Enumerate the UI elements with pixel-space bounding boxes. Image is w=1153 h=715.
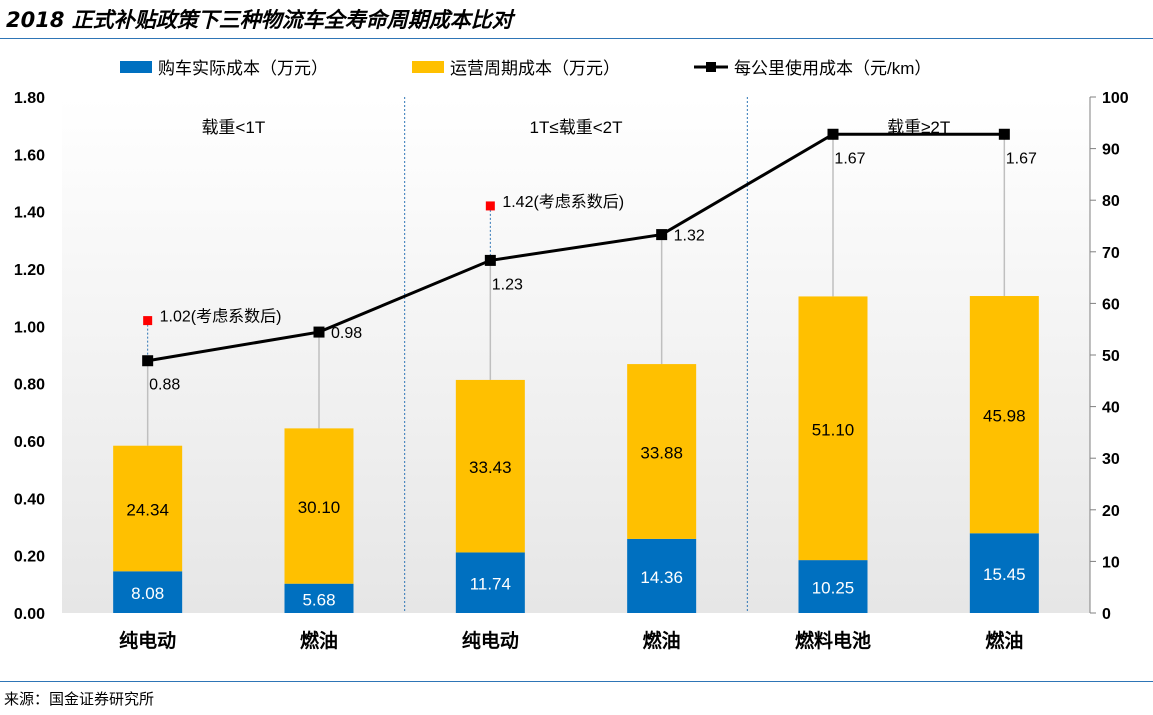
y-right-tick-label: 80 (1102, 193, 1120, 210)
bar-purchase-cost (798, 560, 868, 613)
y-left-tick-label: 0.60 (14, 434, 45, 451)
y-left-tick-label: 1.20 (14, 262, 45, 279)
y-left-tick-label: 0.00 (14, 606, 45, 623)
y-right-tick-label: 70 (1102, 245, 1120, 262)
bar-value-label: 14.36 (640, 568, 683, 587)
x-category-label: 燃料电池 (795, 629, 871, 652)
line-value-label: 1.67 (834, 150, 865, 167)
y-right-tick-label: 0 (1102, 606, 1111, 623)
bar-value-label: 33.43 (469, 458, 512, 477)
line-point-marker (998, 128, 1010, 140)
bar-value-label: 30.10 (298, 498, 341, 517)
line-point-marker (142, 355, 154, 367)
bar-operating-cost (798, 296, 868, 561)
bar-value-label: 33.88 (640, 443, 683, 462)
legend-label: 每公里使用成本（元/km） (734, 58, 931, 78)
bar-purchase-cost (627, 538, 697, 613)
bar-value-label: 8.08 (131, 584, 164, 603)
plot-area: 0.00 0.20 0.40 0.60 0.80 1.00 1.20 1.40 1.60 1.80… (14, 90, 1129, 652)
x-category-label: 燃油 (643, 629, 681, 652)
bar-value-label: 10.25 (812, 579, 855, 598)
legend: 购车实际成本（万元） 运营周期成本（万元） 每公里使用成本（元/km） (120, 58, 931, 78)
cost-comparison-chart: 购车实际成本（万元） 运营周期成本（万元） 每公里使用成本（元/km） 0.000.… (14, 58, 1129, 652)
bar-purchase-cost (284, 583, 354, 613)
legend-label: 购车实际成本（万元） (158, 59, 328, 78)
y-right-tick-label: 50 (1102, 348, 1120, 365)
y-left-tick-label: 1.60 (14, 147, 45, 164)
plot-background (62, 97, 1090, 613)
bar-purchase-cost (113, 571, 183, 613)
legend-swatch (412, 61, 444, 73)
adjusted-point-label: 1.02(考虑系数后) (160, 308, 282, 326)
line-value-label: 1.32 (674, 228, 705, 245)
line-point-marker (313, 326, 325, 338)
bar-value-label: 45.98 (983, 407, 1026, 426)
y-left-tick-label: 0.40 (14, 491, 45, 508)
source-note: 来源：国金证券研究所 (4, 690, 155, 708)
legend-swatch (120, 61, 152, 73)
y-right-tick-label: 30 (1102, 451, 1120, 468)
bar-purchase-cost (455, 552, 525, 613)
line-point-marker (484, 254, 496, 266)
y-right-tick-label: 60 (1102, 296, 1120, 313)
bar-value-label: 5.68 (302, 590, 335, 609)
y-right-tick-label: 90 (1102, 142, 1120, 159)
adjusted-point-marker (485, 201, 495, 211)
y-left-tick-label: 1.40 (14, 205, 45, 222)
per-km-cost-line (147, 132, 1005, 363)
bar-operating-cost (627, 364, 697, 539)
y-right-tick-label: 10 (1102, 554, 1120, 571)
chart-title: 2018 正式补贴政策下三种物流车全寿命周期成本比对 (6, 8, 513, 32)
line-value-label: 0.98 (331, 325, 362, 342)
bar-value-label: 11.74 (470, 575, 511, 594)
x-category-label: 纯电动 (119, 629, 176, 652)
bar-value-label: 24.34 (126, 501, 169, 520)
bar-operating-cost (113, 445, 183, 572)
y-left-tick-label: 0.20 (14, 549, 45, 566)
bar-value-label: 51.10 (812, 420, 855, 439)
group-label: 载重<1T (201, 118, 265, 137)
y-left-tick-label: 0.80 (14, 377, 45, 394)
x-category-label: 燃油 (300, 629, 338, 652)
bar-value-label: 15.45 (983, 565, 1026, 584)
y-right-tick-label: 20 (1102, 503, 1120, 520)
y-left-tick-label: 1.80 (14, 90, 45, 107)
bar-operating-cost (969, 296, 1039, 534)
line-point-marker (827, 128, 839, 140)
legend-label: 运营周期成本（万元） (450, 59, 620, 78)
line-point-marker (656, 229, 668, 241)
title-divider (0, 38, 1153, 39)
legend-marker (706, 62, 716, 72)
x-category-label: 纯电动 (462, 629, 519, 652)
source-divider (0, 681, 1153, 682)
group-label: 载重≥2T (887, 118, 950, 137)
y-right-tick-label: 40 (1102, 400, 1120, 417)
line-value-label: 0.88 (149, 377, 180, 394)
line-value-label: 1.67 (1006, 150, 1037, 167)
line-value-label: 1.23 (492, 276, 523, 293)
group-label: 1T≤载重<2T (530, 118, 623, 137)
bar-purchase-cost (969, 533, 1039, 613)
x-category-label: 燃油 (985, 629, 1023, 652)
adjusted-point-label: 1.42(考虑系数后) (502, 193, 624, 211)
y-left-tick-label: 1.00 (14, 319, 45, 336)
adjusted-point-marker (143, 316, 153, 326)
bar-operating-cost (284, 428, 354, 584)
bar-operating-cost (455, 379, 525, 553)
y-right-tick-label: 100 (1102, 90, 1129, 107)
